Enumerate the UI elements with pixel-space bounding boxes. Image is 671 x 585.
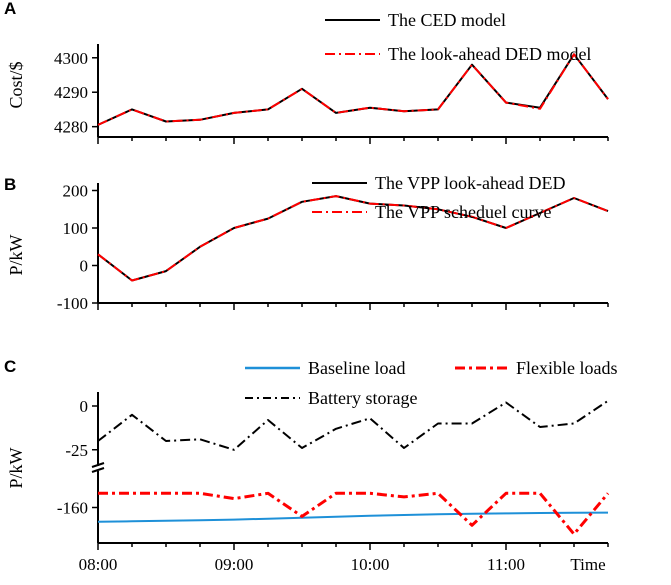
panel-c-x-tick-label: 08:00	[79, 555, 118, 574]
panel-c-legend: Baseline load Flexible loads Battery sto…	[245, 358, 618, 408]
panel-c-series-2-line	[97, 399, 609, 451]
panel-b-series	[97, 195, 609, 282]
panel-c-y-tick-label: 0	[80, 397, 89, 416]
panel-b-legend: The VPP look-ahead DED The VPP scheduel …	[312, 173, 565, 222]
panel-b-y-tick-label: 100	[63, 219, 89, 238]
panel-a-ylabel: Cost/$	[6, 61, 26, 108]
legend-label-vpp-ded: The VPP look-ahead DED	[375, 173, 565, 193]
panel-a-legend: The CED model The look-ahead DED model	[325, 10, 591, 64]
panel-c-axes: 0 -25 -160 08:00 09:00 10:00 11:00 Time	[57, 392, 609, 574]
panel-c-letter: C	[4, 357, 16, 376]
panel-c-x-axis-title: Time	[570, 555, 605, 574]
panel-c-x-tick-label: 10:00	[351, 555, 390, 574]
panel-c-series	[97, 399, 610, 536]
legend-label-flexible-loads: Flexible loads	[516, 358, 618, 378]
legend-label-vpp-schedule: The VPP scheduel curve	[375, 202, 551, 222]
panel-a-y-tick-label: 4290	[54, 83, 88, 102]
panel-c-axis-break-mark	[91, 467, 105, 473]
panel-c-series-1-line	[98, 491, 610, 536]
panel-a: A Cost/$ 4280 4290 4300 The CED model The …	[4, 0, 609, 144]
panel-b-y-tick-label: -100	[57, 294, 88, 313]
panel-a-series-1-line	[97, 53, 609, 126]
legend-label-ced: The CED model	[388, 10, 506, 30]
panel-b-series-1-line	[97, 195, 609, 282]
panel-a-y-tick-label: 4300	[54, 49, 88, 68]
panel-b-y-tick-label: 0	[80, 257, 89, 276]
panel-b-letter: B	[4, 175, 16, 194]
panel-b: B P/kW -100 0 100 200 The VPP look-ahead DE…	[4, 173, 609, 313]
panel-b-y-tick-label: 200	[63, 182, 89, 201]
panel-c-series-0-line	[97, 511, 609, 523]
panel-a-letter: A	[4, 0, 16, 18]
panel-c-y-tick-label: -160	[57, 499, 88, 518]
panel-b-ylabel: P/kW	[6, 234, 26, 275]
panel-c-y-tick-label: -25	[65, 441, 88, 460]
legend-label-baseline-load: Baseline load	[308, 358, 405, 378]
panel-a-y-tick-label: 4280	[54, 118, 88, 137]
panel-a-series	[97, 53, 609, 126]
panel-c-axis-break-mark	[91, 462, 105, 468]
panel-c-x-tick-label: 11:00	[487, 555, 525, 574]
panel-a-series-0-line	[97, 53, 609, 126]
panel-a-axes: 4280 4290 4300	[54, 44, 609, 144]
panel-c-ylabel: P/kW	[6, 447, 26, 488]
legend-label-lookahead-ded: The look-ahead DED model	[388, 44, 591, 64]
panel-c-x-tick-label: 09:00	[215, 555, 254, 574]
panel-b-axes: -100 0 100 200	[57, 182, 609, 313]
legend-label-battery-storage: Battery storage	[308, 388, 417, 408]
